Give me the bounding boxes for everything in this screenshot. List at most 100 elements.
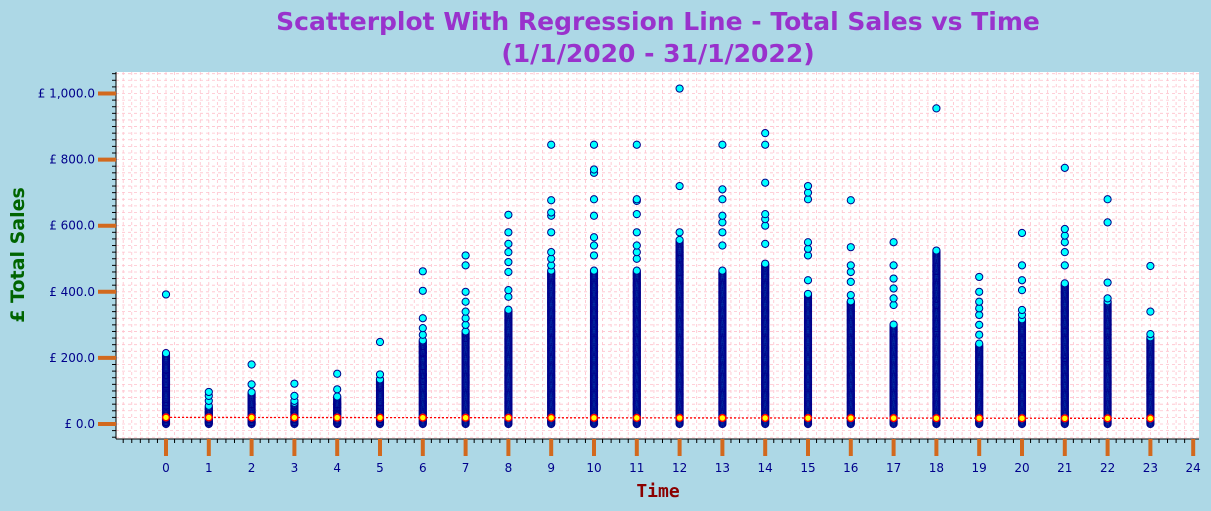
x-tick-label: 7 — [462, 461, 470, 475]
data-point — [846, 196, 855, 205]
data-point — [803, 181, 813, 191]
y-tick-label: £ 400.0 — [49, 285, 95, 299]
x-tick-label: 20 — [1014, 461, 1029, 475]
data-point — [1146, 330, 1155, 339]
y-tick-label: £ 0.0 — [64, 417, 95, 431]
mean-marker — [547, 413, 556, 422]
data-point — [589, 266, 599, 275]
data-point — [333, 369, 342, 378]
data-point — [761, 259, 770, 268]
data-point — [889, 238, 898, 247]
data-point — [461, 261, 470, 270]
data-point — [1060, 163, 1069, 172]
data-point — [589, 241, 599, 250]
y-tick-label: £ 800.0 — [49, 153, 95, 167]
data-point — [932, 104, 941, 113]
data-point — [1060, 224, 1069, 234]
data-point — [589, 195, 599, 204]
data-point — [1017, 228, 1027, 238]
data-point — [1103, 218, 1112, 227]
data-point — [1017, 276, 1027, 285]
data-point — [547, 140, 556, 149]
data-point — [718, 140, 727, 149]
y-tick-label: £ 1,000.0 — [38, 87, 95, 101]
x-tick-label: 0 — [162, 461, 170, 475]
data-point — [632, 140, 641, 149]
mean-marker — [418, 413, 427, 422]
data-point — [375, 337, 385, 347]
data-point — [889, 294, 898, 303]
mean-marker — [1017, 414, 1027, 423]
data-point — [761, 178, 770, 187]
mean-marker — [504, 413, 513, 422]
data-point — [461, 307, 470, 316]
mean-marker — [461, 413, 470, 422]
data-point — [1103, 294, 1112, 303]
data-point — [461, 297, 470, 306]
x-tick-label: 15 — [800, 461, 815, 475]
data-point — [975, 330, 984, 339]
data-point — [161, 349, 171, 358]
mean-marker — [846, 413, 855, 423]
data-point — [247, 380, 256, 389]
x-tick-label: 8 — [505, 461, 513, 475]
x-tick-label: 21 — [1057, 461, 1072, 475]
data-point — [846, 291, 855, 300]
mean-marker — [632, 413, 641, 422]
x-tick-label: 2 — [248, 461, 256, 475]
mean-marker — [290, 413, 299, 422]
data-point — [975, 272, 984, 282]
mean-marker — [589, 413, 599, 422]
data-point — [504, 239, 513, 248]
data-point — [418, 324, 427, 333]
data-point — [461, 287, 470, 296]
data-point — [846, 277, 855, 286]
data-point — [675, 84, 684, 93]
data-point — [975, 320, 984, 329]
data-point — [418, 314, 427, 323]
data-point — [1060, 261, 1069, 270]
x-tick-label: 13 — [715, 461, 730, 475]
x-tick-label: 14 — [758, 461, 773, 475]
data-point — [889, 261, 898, 270]
data-point — [461, 251, 470, 260]
mean-marker — [975, 414, 984, 423]
data-point — [632, 210, 641, 219]
x-tick-label: 23 — [1143, 461, 1158, 475]
data-point — [1060, 279, 1069, 288]
data-point — [504, 210, 513, 219]
data-point — [632, 228, 641, 237]
data-point — [1103, 195, 1112, 204]
data-point — [718, 266, 727, 275]
mean-marker — [1060, 414, 1069, 423]
x-tick-label: 11 — [629, 461, 644, 475]
data-point — [632, 241, 641, 250]
x-axis-label: Time — [636, 481, 680, 502]
data-point — [975, 339, 984, 348]
data-point — [632, 266, 641, 275]
data-point — [589, 165, 599, 174]
data-point — [504, 228, 513, 237]
x-tick-label: 22 — [1100, 461, 1115, 475]
x-tick-label: 1 — [205, 461, 213, 475]
data-point — [846, 261, 855, 270]
mean-marker — [803, 413, 813, 423]
mean-marker — [1146, 414, 1155, 423]
data-point — [761, 129, 770, 138]
data-point — [589, 251, 599, 260]
x-tick-label: 16 — [843, 461, 858, 475]
data-point — [1017, 286, 1027, 295]
mean-marker — [761, 413, 770, 423]
x-tick-label: 12 — [672, 461, 687, 475]
data-point — [204, 387, 213, 397]
data-point — [1103, 278, 1112, 287]
data-point — [418, 286, 427, 295]
data-point — [761, 239, 770, 248]
x-tick-label: 5 — [376, 461, 384, 475]
data-point — [675, 228, 684, 237]
mean-marker — [889, 414, 898, 423]
data-point — [375, 370, 385, 379]
data-point — [504, 248, 513, 257]
data-point — [1146, 307, 1155, 316]
x-tick-label: 4 — [333, 461, 341, 475]
